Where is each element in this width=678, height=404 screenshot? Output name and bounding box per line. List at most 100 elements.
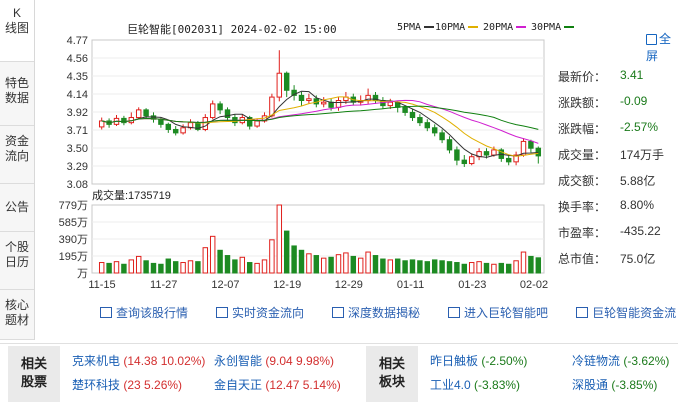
date-tick-label: 01-23 [458,279,486,291]
tab-2[interactable]: 资金 流向 [0,128,34,184]
price-tick-label: 4.77 [67,35,88,47]
related-name[interactable]: 昨日触板 [430,354,479,368]
volume-bar [209,235,216,274]
quick-link[interactable]: 实时资金流向 [216,306,318,320]
tab-5[interactable]: 核心 题材 [0,292,34,340]
related-item[interactable]: 昨日触板 (-2.50%) [430,352,527,369]
volume-bar [313,255,320,274]
volume-bar [461,263,468,274]
date-tick-label: 02-02 [520,279,548,291]
legend-swatch [516,26,527,28]
volume-bar [246,262,253,274]
price-tick-label: 3.50 [67,143,88,155]
kline-chart-area: 巨轮智能[002031] 2024-02-02 15:00 5PMA 10PMA 2… [34,0,678,300]
related-name[interactable]: 金自天正 [214,378,263,392]
candle-body [491,149,497,156]
quote-value: -435.22 [620,224,661,238]
quick-link[interactable]: 深度数据揭秘 [332,306,434,320]
volume-bar [143,260,149,274]
volume-bar [528,255,534,274]
ma-line [101,105,539,130]
candle-body [121,117,127,124]
legend-swatch [564,26,575,28]
related-item[interactable]: 工业4.0 (-3.83%) [430,376,520,393]
related-name[interactable]: 永创智能 [214,354,263,368]
volume-bar [498,262,505,274]
related-value: (-3.85%) [608,378,658,392]
candle-body [446,139,453,151]
tab-0[interactable]: K 线图 [0,0,34,62]
related-sectors-label: 相关 板块 [366,346,418,402]
volume-bar [365,251,371,274]
tab-label-line2: 流向 [4,149,29,163]
quote-label: 成交量： [558,148,607,162]
legend-label: 30PMA [531,22,562,33]
tab-1[interactable]: 特色 数据 [0,70,34,126]
candle-body [424,122,431,129]
quote-value: -0.09 [620,94,648,108]
volume-bar [343,252,349,274]
price-tick-label: 3.71 [67,125,88,137]
related-name[interactable]: 工业4.0 [430,378,471,392]
candlestick-chart: 4.77 4.56 4.35 4.14 3.92 3.71 3.50 3.29 3.08 779万… [59,35,548,291]
volume-bar [439,260,445,274]
legend-label: 10PMA [435,22,466,33]
fullscreen-button[interactable]: 全屏 [646,30,678,64]
ma-line [101,99,539,144]
volume-tick-label: 390万 [59,234,88,246]
volume-bar [261,259,268,274]
ma-line [101,90,539,158]
candle-body [468,156,475,165]
related-item[interactable]: 金自天正 (12.47 5.14%) [214,376,341,393]
candle-body [172,128,179,134]
quote-label: 总市值： [558,252,607,266]
date-tick-label: 01-11 [397,279,424,291]
volume-bar [180,262,186,274]
candle-body [165,123,172,130]
volume-bar [468,262,475,274]
quote-label: 最新价： [558,70,607,84]
related-name[interactable]: 深股通 [572,378,609,392]
related-value: (-3.83%) [470,378,521,392]
related-item[interactable]: 楚环科技 (23 5.26%) [72,376,182,393]
volume-bar [239,256,246,274]
quick-link[interactable]: 查询该股行情 [100,306,202,320]
candle-body [431,127,438,134]
link-icon [100,307,112,318]
tab-label-line1: K [12,6,21,20]
candle-body [224,109,231,119]
price-tick-label: 3.92 [67,107,88,119]
related-name[interactable]: 克来机电 [72,354,121,368]
quote-value: 3.41 [620,68,644,82]
related-name[interactable]: 冷链物流 [572,354,621,368]
volume-bar [269,239,275,274]
volume-tick-label: 万 [77,268,88,280]
volume-bar [394,258,401,274]
volume-bar [135,255,142,274]
volume-bar [446,261,453,274]
quick-link[interactable]: 进入巨轮智能吧 [448,306,562,320]
volume-bar [121,263,127,274]
tab-label-line1: 特色 [4,76,29,90]
candle-body [528,140,534,149]
related-item[interactable]: 深股通 (-3.85%) [572,376,657,393]
related-item[interactable]: 永创智能 (9.04 9.98%) [214,352,334,369]
volume-label: 成交量:1735719 [92,188,171,202]
tab-4[interactable]: 个股 日历 [0,234,34,290]
volume-bar [195,261,201,274]
price-tick-label: 4.35 [67,71,88,83]
volume-bar [535,257,542,274]
candle-body [180,127,186,134]
related-item[interactable]: 克来机电 (14.38 10.02%) [72,352,205,369]
related-item[interactable]: 冷链物流 (-3.62%) [572,352,669,369]
label-line1: 相关 [20,356,47,371]
candle-body [98,120,105,128]
candle-body [505,157,512,163]
related-value: (23 5.26%) [120,378,183,392]
candle-body [291,89,297,96]
quick-link[interactable]: 巨轮智能资金流 [576,306,678,320]
tab-3[interactable]: 公告 [0,186,34,232]
related-name[interactable]: 楚环科技 [72,378,121,392]
side-tab-bar: K 线图特色 数据 资金 流向 公告 个股 日历 核心 题材 [0,0,35,340]
volume-tick-label: 585万 [59,217,88,229]
